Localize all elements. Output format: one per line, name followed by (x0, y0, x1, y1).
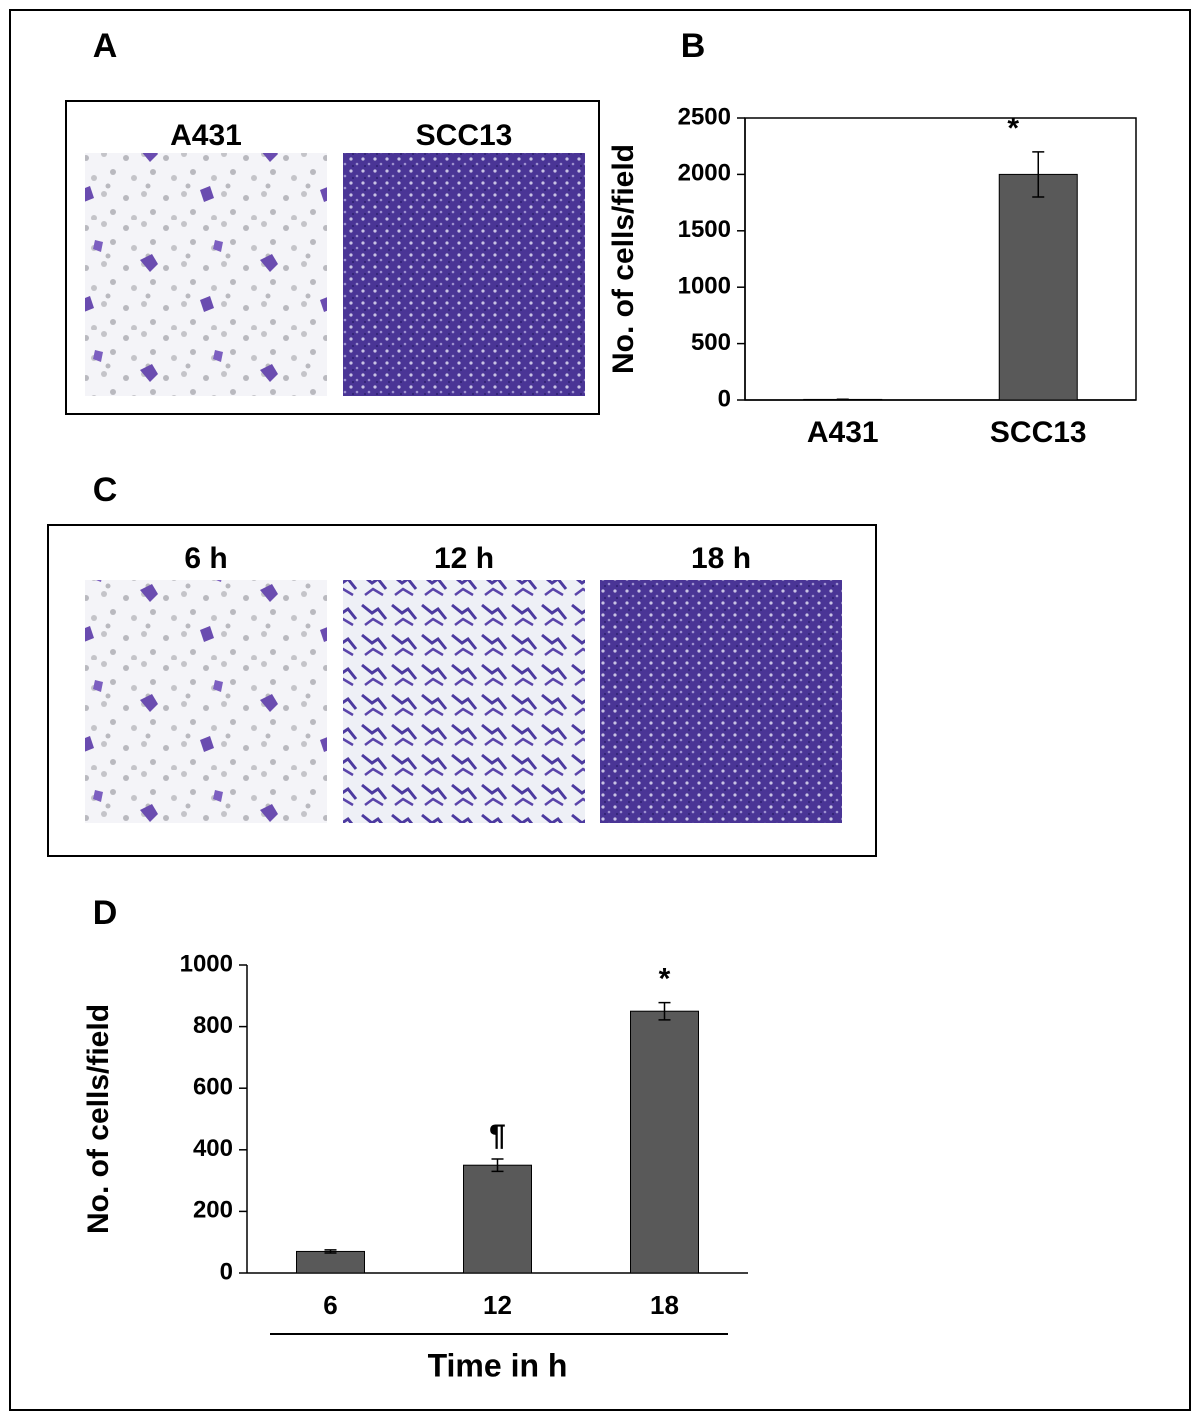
micrograph (343, 580, 585, 823)
bar (631, 1011, 699, 1273)
bar (464, 1165, 532, 1273)
y-axis-label: No. of cells/field (607, 144, 640, 374)
y-tick-label: 0 (718, 385, 731, 412)
y-tick-label: 1500 (678, 216, 731, 243)
micrograph (600, 580, 842, 823)
panel-label: C (93, 471, 118, 509)
y-tick-label: 400 (193, 1135, 233, 1162)
x-tick-label: 6 (323, 1290, 337, 1320)
significance-mark: * (1007, 112, 1019, 145)
y-tick-label: 1000 (678, 273, 731, 300)
x-tick-label: A431 (807, 416, 879, 449)
y-tick-label: 600 (193, 1074, 233, 1101)
y-tick-label: 500 (691, 329, 731, 356)
image-caption: SCC13 (416, 119, 513, 152)
y-tick-label: 1000 (180, 950, 233, 977)
bar (999, 174, 1077, 400)
panel-label: A (93, 27, 118, 65)
micrograph (85, 153, 327, 396)
y-tick-label: 2500 (678, 103, 731, 130)
significance-mark: * (659, 962, 671, 995)
y-tick-label: 0 (220, 1258, 233, 1285)
micrograph (85, 580, 327, 823)
panel-label: D (93, 894, 118, 932)
image-caption: 6 h (184, 542, 227, 575)
micrograph (343, 153, 585, 396)
y-tick-label: 200 (193, 1197, 233, 1224)
significance-mark: ¶ (489, 1119, 506, 1152)
x-tick-label: 18 (650, 1290, 679, 1320)
x-axis-label: Time in h (428, 1347, 568, 1383)
y-axis-label: No. of cells/field (82, 1004, 115, 1234)
image-caption: 12 h (434, 542, 494, 575)
x-tick-label: 12 (483, 1290, 512, 1320)
bar (297, 1251, 365, 1273)
panel-label: B (681, 27, 706, 65)
image-caption: A431 (170, 119, 242, 152)
y-tick-label: 800 (193, 1012, 233, 1039)
x-tick-label: SCC13 (990, 416, 1087, 449)
image-caption: 18 h (691, 542, 751, 575)
y-tick-label: 2000 (678, 160, 731, 187)
